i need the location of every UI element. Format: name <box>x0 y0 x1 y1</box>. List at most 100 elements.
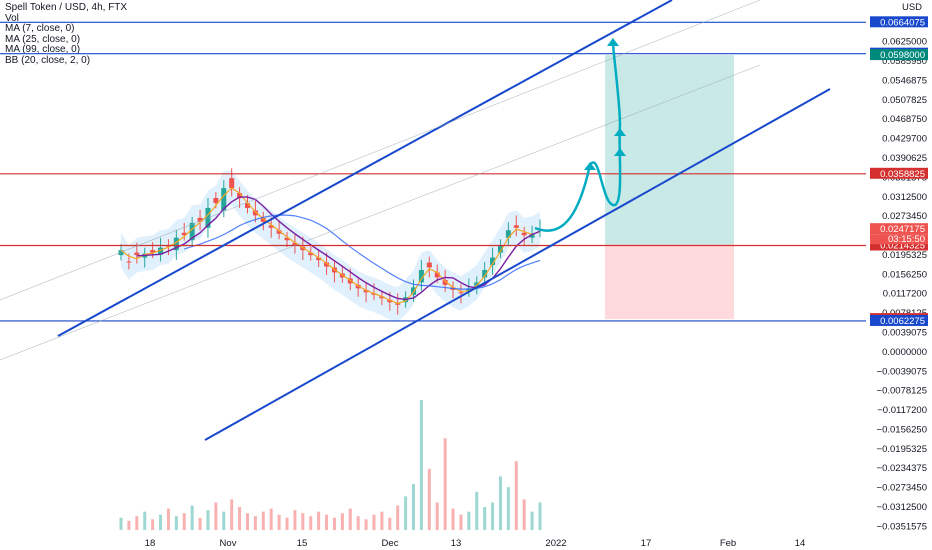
candle-body <box>126 261 132 263</box>
candle-body <box>150 250 156 253</box>
candle-body <box>497 245 503 253</box>
volume-bar <box>538 502 542 530</box>
price-tick-label: 0.0117200 <box>883 289 927 300</box>
legend-bb[interactable]: BB (20, close, 2, 0) <box>5 54 91 66</box>
candle-body <box>442 279 448 285</box>
price-axis[interactable] <box>866 0 932 550</box>
candle-body <box>134 252 140 256</box>
ma25-line <box>136 196 541 301</box>
volume-bar <box>253 516 257 530</box>
candle-body <box>387 299 393 303</box>
volume-bar <box>356 516 360 530</box>
volume-bar <box>451 508 455 530</box>
candle-body <box>308 252 314 256</box>
volume-bar <box>412 484 416 530</box>
countdown-tag <box>870 234 928 245</box>
volume-bar <box>372 514 376 530</box>
volume-bar <box>317 511 321 530</box>
volume-bar <box>143 511 147 530</box>
volume-bar <box>364 519 368 530</box>
volume-bar <box>174 516 178 530</box>
volume-bar <box>238 507 242 530</box>
drawings-layer <box>0 0 866 441</box>
volume-bar <box>166 508 170 530</box>
price-tick-label: −0.0312500 <box>877 502 927 513</box>
time-tick-label: 13 <box>451 538 462 549</box>
volume-bar <box>522 499 526 530</box>
candle-body <box>118 250 124 256</box>
candle-body <box>276 230 282 234</box>
candle-body <box>181 232 187 236</box>
price-tick-label: −0.0156250 <box>877 424 927 435</box>
projection-arrowhead <box>614 148 626 156</box>
time-axis[interactable] <box>0 533 866 550</box>
volume-bar <box>301 513 305 530</box>
price-tag <box>870 49 928 61</box>
price-tick-label: −0.0078125 <box>877 386 927 397</box>
legend-vol[interactable]: Vol <box>5 12 19 24</box>
time-tick-label: 14 <box>795 538 806 549</box>
price-tick-label: −0.0273450 <box>877 483 927 494</box>
legend-title[interactable]: Spell Token / USD, 4h, FTX <box>5 2 128 13</box>
candle-body <box>490 257 496 266</box>
channel-upper-line <box>57 0 673 337</box>
candle-body <box>324 262 330 267</box>
volume-bar <box>348 508 352 530</box>
candle-body <box>505 230 511 238</box>
price-tick-label: 0.0585950 <box>882 56 927 67</box>
volume-layer <box>119 400 542 530</box>
legend-ma25[interactable]: MA (25, close, 0) <box>5 33 81 45</box>
volume-bar <box>325 514 329 530</box>
candle-body <box>213 198 219 203</box>
legend-ma99[interactable]: MA (99, close, 0) <box>5 44 81 56</box>
volume-bar <box>435 502 439 530</box>
legend-ma7[interactable]: MA (7, close, 0) <box>5 23 75 35</box>
candle-body <box>363 289 369 293</box>
candles-layer <box>118 168 543 315</box>
price-tick-label: 0.0000000 <box>882 347 927 358</box>
projection-arrowhead <box>607 38 619 46</box>
volume-bar <box>190 505 194 530</box>
candle-body <box>284 237 290 241</box>
price-tick-label: −0.0039075 <box>877 366 927 377</box>
candle-body <box>300 246 306 251</box>
candle-body <box>466 288 472 292</box>
candle-body <box>244 202 250 208</box>
time-tick-label: Dec <box>382 538 399 549</box>
volume-bar <box>182 513 186 530</box>
candle-body <box>434 272 440 278</box>
candle-body <box>521 232 527 236</box>
candle-body <box>158 247 164 255</box>
candle-body <box>260 217 266 222</box>
price-tick-label: −0.0351575 <box>877 521 927 532</box>
price-tag-label: 0.0598000 <box>880 50 925 61</box>
price-tick-label: −0.0117200 <box>877 405 927 416</box>
candle-body <box>292 242 298 246</box>
volume-bar <box>309 516 313 530</box>
volume-bar <box>380 511 384 530</box>
volume-bar <box>269 508 273 530</box>
candle-body <box>197 217 203 222</box>
price-tick-label: 0.0156250 <box>882 269 927 280</box>
volume-bar <box>419 400 423 530</box>
time-tick-label: Feb <box>720 538 736 549</box>
candle-body <box>252 210 258 216</box>
time-tick-label: Nov <box>220 538 237 549</box>
volume-bar <box>214 502 218 530</box>
target-zone <box>605 55 734 245</box>
price-tick-label: 0.0625000 <box>882 37 927 48</box>
volume-bar <box>222 511 226 530</box>
volume-bar <box>491 502 495 530</box>
volume-bar <box>443 438 447 530</box>
volume-bar <box>396 505 400 530</box>
candle-body <box>268 225 274 228</box>
price-tag-label: 0.0358825 <box>880 169 925 180</box>
volume-bar <box>506 487 510 530</box>
price-tag <box>870 239 928 251</box>
time-tick-label: 2022 <box>545 538 566 549</box>
volume-bar <box>514 461 518 530</box>
volume-bar <box>332 517 336 530</box>
volume-bar <box>127 520 131 530</box>
candle-body <box>458 292 464 294</box>
